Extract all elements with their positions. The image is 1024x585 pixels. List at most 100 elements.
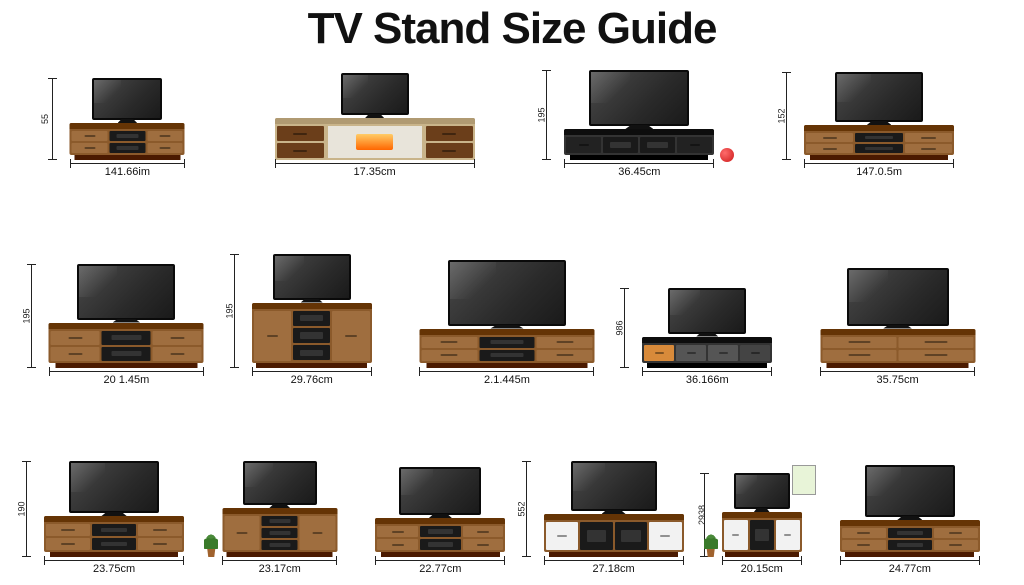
tv-icon: [865, 465, 955, 520]
tv-icon: [835, 72, 923, 125]
tv-icon: [734, 473, 790, 512]
tv-stand: [544, 514, 684, 552]
height-indicator: 195: [31, 264, 32, 368]
tv-stand: [275, 118, 475, 160]
tv-stand: [419, 329, 594, 363]
height-label: 55: [40, 114, 50, 124]
width-indicator: 35.75cm: [820, 371, 975, 386]
grid-row: 19023.75cm23.17cm22.77cm55227.18cm293820…: [30, 461, 994, 575]
tv-stand: [564, 129, 714, 155]
width-label: 23.17cm: [259, 563, 301, 575]
stand-item: 19023.75cm: [44, 461, 184, 575]
stand-item: 19520 1.45m: [49, 264, 204, 386]
tv-icon: [273, 254, 351, 303]
width-indicator: 17.35cm: [275, 163, 475, 178]
tv-icon: [92, 78, 162, 123]
width-label: 36.45cm: [618, 166, 660, 178]
tv-icon: [69, 461, 159, 516]
stand-item: 55227.18cm: [544, 461, 684, 575]
tv-stand: [820, 329, 975, 363]
width-indicator: 2.1.445m: [419, 371, 594, 386]
width-indicator: 22.77cm: [375, 560, 505, 575]
tv-icon: [243, 461, 317, 508]
plant-icon: [204, 533, 218, 557]
tv-icon: [341, 73, 409, 118]
stand-grid: 55141.66im17.35cm19536.45cm152147.0.5m19…: [0, 68, 1024, 585]
width-indicator: 23.17cm: [222, 560, 337, 575]
grid-row: 19520 1.45m19529.76cm2.1.445m98636.166m3…: [30, 254, 994, 386]
tv-stand: [722, 512, 802, 552]
height-indicator: 152: [786, 72, 787, 160]
width-indicator: 27.18cm: [544, 560, 684, 575]
tv-icon: [448, 260, 566, 329]
width-label: 36.166m: [686, 374, 729, 386]
width-label: 27.18cm: [592, 563, 634, 575]
height-label: 195: [21, 308, 31, 323]
width-indicator: 20 1.45m: [49, 371, 204, 386]
stand-item: 152147.0.5m: [804, 72, 954, 178]
stand-item: 55141.66im: [70, 78, 185, 178]
height-indicator: 195: [546, 70, 547, 160]
width-label: 24.77cm: [889, 563, 931, 575]
tv-stand: [49, 323, 204, 363]
tv-icon: [77, 264, 175, 323]
height-label: 2938: [697, 505, 707, 525]
width-label: 2.1.445m: [484, 374, 530, 386]
tv-stand: [804, 125, 954, 155]
width-label: 20 1.45m: [103, 374, 149, 386]
width-indicator: 147.0.5m: [804, 163, 954, 178]
width-indicator: 29.76cm: [252, 371, 372, 386]
width-label: 147.0.5m: [856, 166, 902, 178]
grid-row: 55141.66im17.35cm19536.45cm152147.0.5m: [30, 68, 994, 178]
stand-item: 23.17cm: [222, 461, 337, 575]
width-label: 35.75cm: [876, 374, 918, 386]
height-label: 986: [615, 320, 625, 335]
width-indicator: 24.77cm: [840, 560, 980, 575]
wall-picture-icon: [792, 465, 816, 495]
width-label: 29.76cm: [291, 374, 333, 386]
tv-stand: [222, 508, 337, 552]
height-label: 195: [537, 107, 547, 122]
tv-stand: [375, 518, 505, 552]
width-label: 141.66im: [105, 166, 150, 178]
stand-item: 293820.15cm: [722, 473, 802, 575]
stand-item: 35.75cm: [820, 268, 975, 386]
stand-item: 24.77cm: [840, 465, 980, 575]
width-indicator: 23.75cm: [44, 560, 184, 575]
plant-icon: [704, 533, 718, 557]
width-label: 22.77cm: [419, 563, 461, 575]
width-indicator: 36.166m: [642, 371, 772, 386]
width-indicator: 141.66im: [70, 163, 185, 178]
stand-item: 22.77cm: [375, 467, 505, 575]
width-indicator: 36.45cm: [564, 163, 714, 178]
red-ball-icon: [720, 148, 734, 162]
height-label: 190: [17, 501, 27, 516]
height-indicator: 190: [26, 461, 27, 557]
stand-item: 19536.45cm: [564, 70, 714, 178]
width-label: 17.35cm: [354, 166, 396, 178]
tv-stand: [70, 123, 185, 155]
stand-item: 98636.166m: [642, 288, 772, 386]
tv-stand: [642, 337, 772, 363]
height-indicator: 195: [234, 254, 235, 368]
page-title: TV Stand Size Guide: [0, 4, 1024, 54]
tv-icon: [571, 461, 657, 514]
height-indicator: 986: [624, 288, 625, 368]
height-label: 195: [224, 303, 234, 318]
width-indicator: 20.15cm: [722, 560, 802, 575]
tv-icon: [399, 467, 481, 518]
width-label: 20.15cm: [741, 563, 783, 575]
tv-icon: [847, 268, 949, 329]
height-indicator: 552: [526, 461, 527, 557]
tv-icon: [589, 70, 689, 129]
tv-stand: [44, 516, 184, 552]
tv-icon: [668, 288, 746, 337]
height-indicator: 55: [52, 78, 53, 160]
stand-item: 19529.76cm: [252, 254, 372, 386]
stand-item: 17.35cm: [275, 68, 475, 178]
tv-stand: [840, 520, 980, 552]
width-label: 23.75cm: [93, 563, 135, 575]
stand-item: 2.1.445m: [419, 260, 594, 386]
height-label: 152: [777, 108, 787, 123]
height-label: 552: [516, 501, 526, 516]
